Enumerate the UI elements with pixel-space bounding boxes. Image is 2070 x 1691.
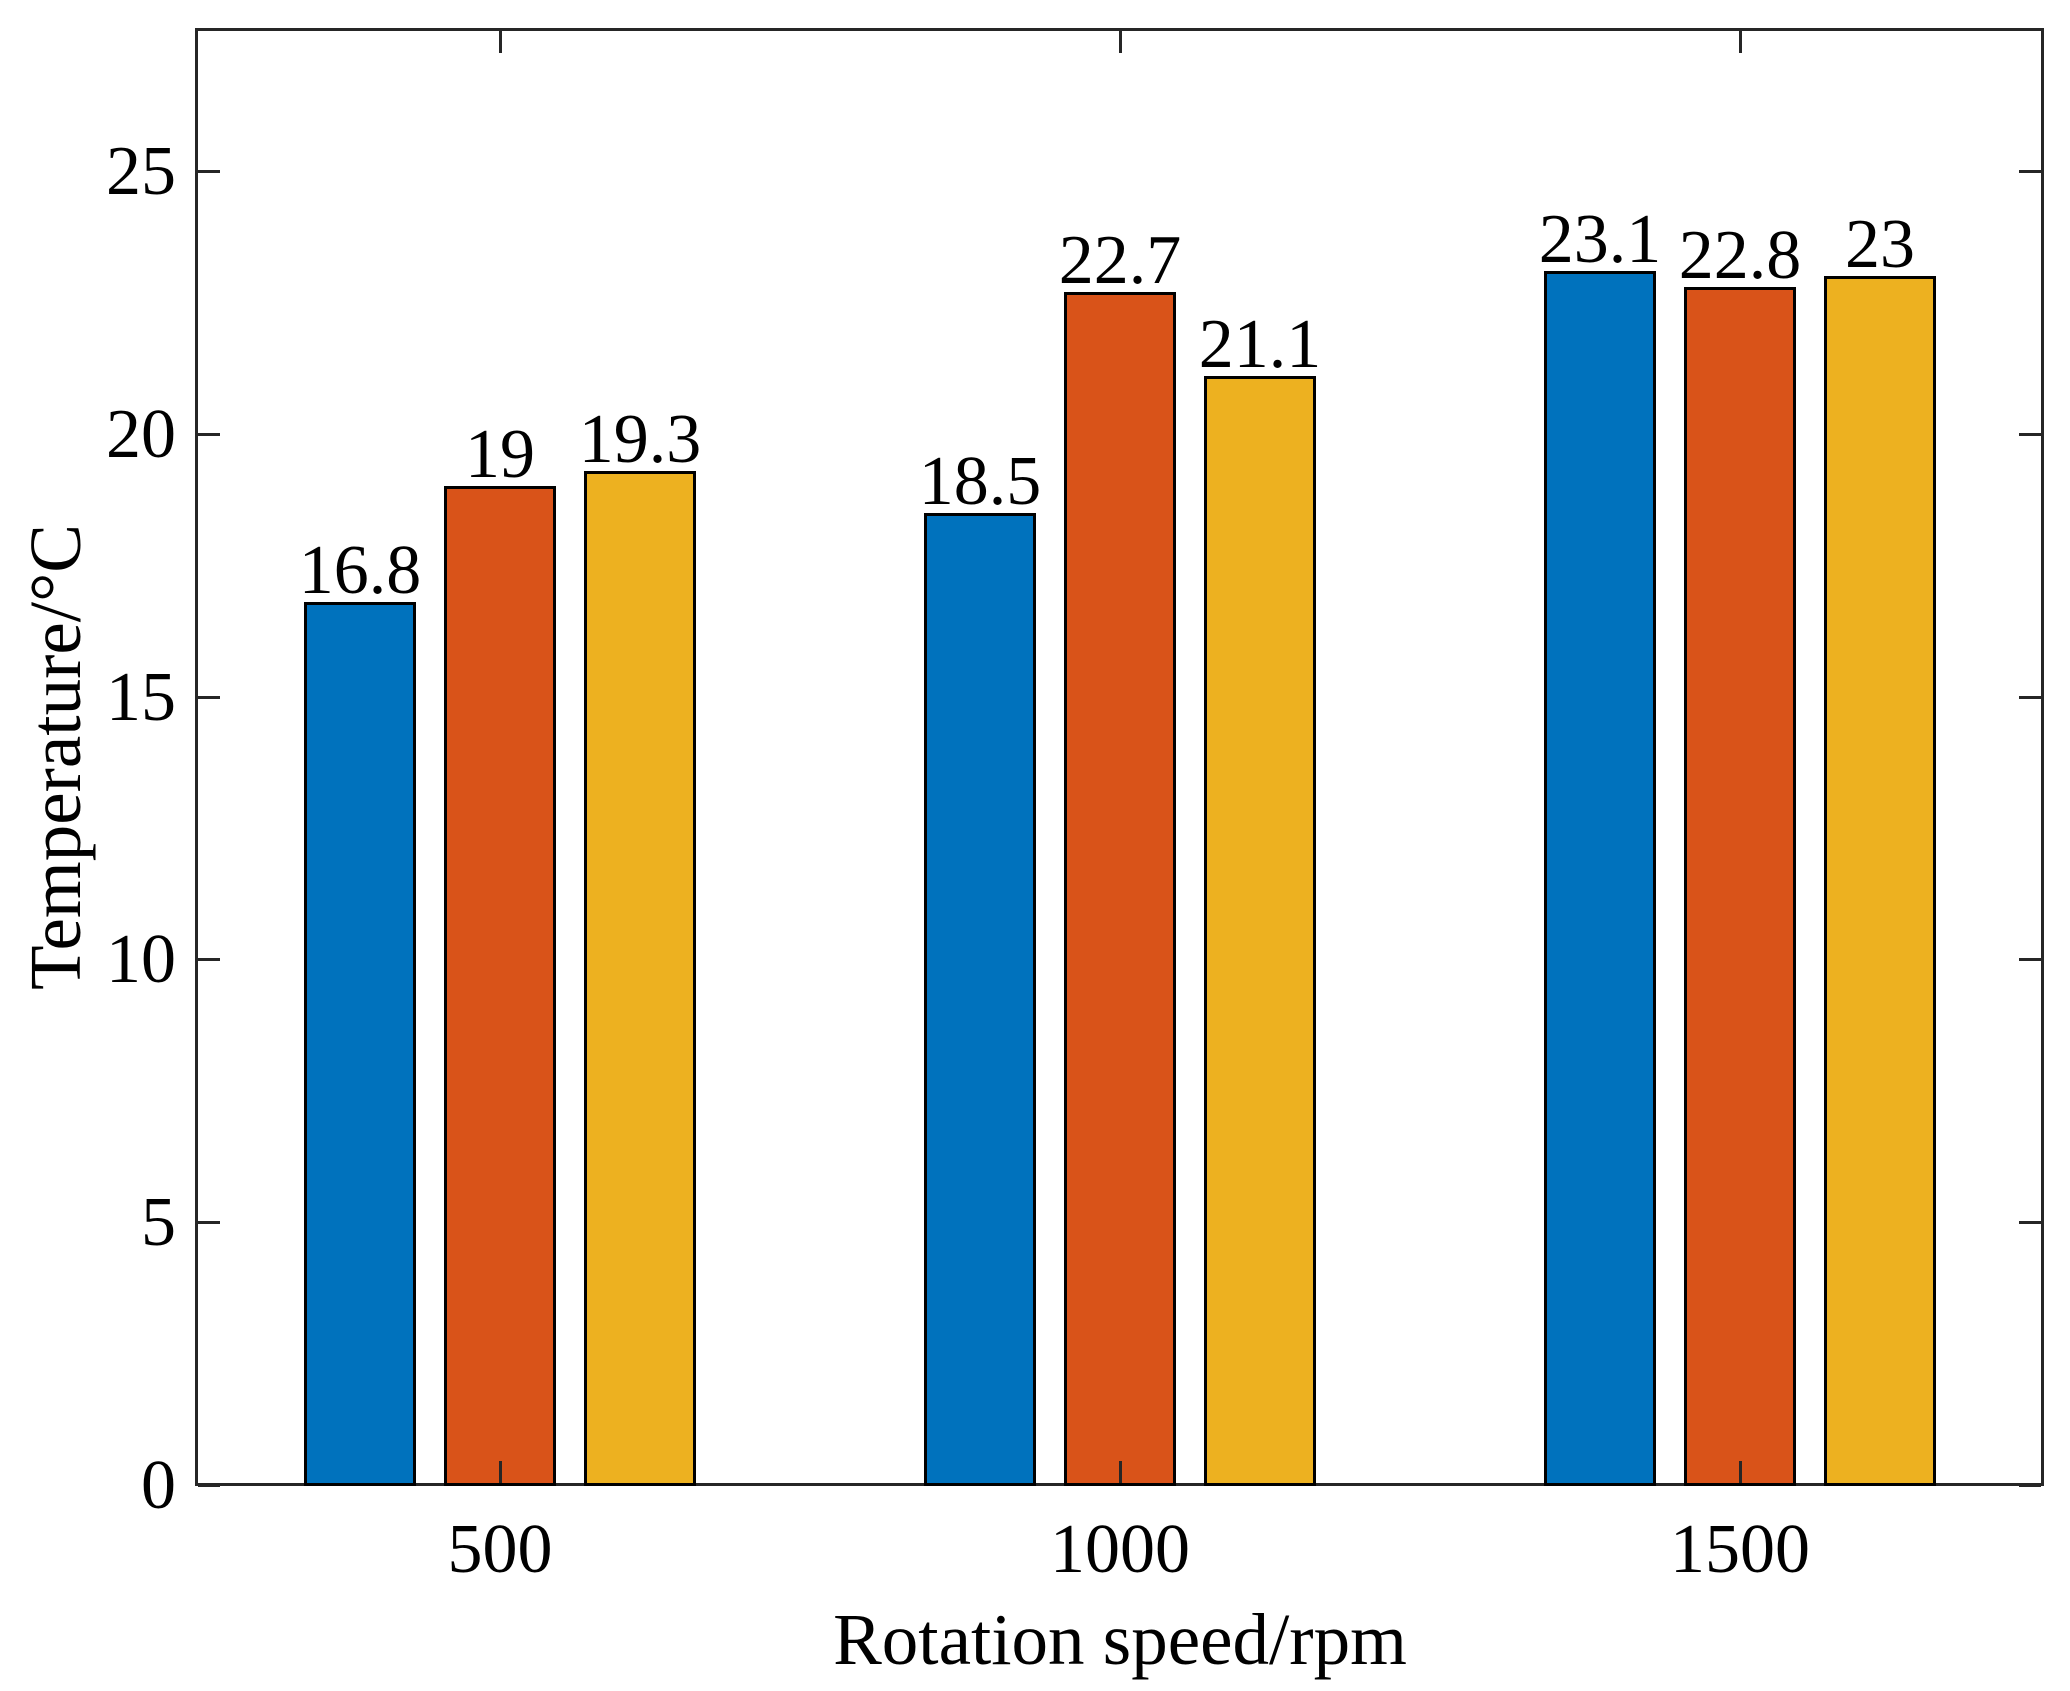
- y-tick-label: 20: [106, 396, 176, 473]
- bar-series-yellow-1500: [1824, 276, 1936, 1486]
- x-tick-bottom: [1119, 1461, 1122, 1483]
- x-tick-top: [1739, 31, 1742, 53]
- x-tick-top: [1119, 31, 1122, 53]
- bar-value-label: 21.1: [1198, 306, 1322, 383]
- x-tick-bottom: [1739, 1461, 1742, 1483]
- y-tick-left: [198, 1484, 220, 1487]
- y-tick-left: [198, 1221, 220, 1224]
- bar-series-yellow-1000: [1204, 376, 1316, 1486]
- bar-value-label: 16.8: [298, 532, 422, 609]
- x-tick-bottom: [499, 1461, 502, 1483]
- bar-value-label: 19: [465, 416, 535, 493]
- y-tick-left: [198, 958, 220, 961]
- bar-value-label: 23.1: [1538, 201, 1662, 278]
- bar-value-label: 22.7: [1058, 222, 1182, 299]
- y-tick-right: [2019, 1484, 2041, 1487]
- y-tick-left: [198, 170, 220, 173]
- y-tick-label: 25: [106, 133, 176, 210]
- y-tick-right: [2019, 433, 2041, 436]
- bar-series-blue-1500: [1544, 271, 1656, 1486]
- x-tick-label: 1500: [1670, 1511, 1810, 1588]
- bar-series-orange-1500: [1684, 287, 1796, 1486]
- y-tick-left: [198, 696, 220, 699]
- bar-series-yellow-500: [584, 471, 696, 1486]
- y-tick-right: [2019, 170, 2041, 173]
- y-tick-label: 0: [141, 1447, 176, 1524]
- y-tick-right: [2019, 696, 2041, 699]
- bar-series-blue-1000: [924, 513, 1036, 1486]
- bar-value-label: 19.3: [578, 401, 702, 478]
- x-tick-label: 1000: [1050, 1511, 1190, 1588]
- bar-value-label: 23: [1845, 206, 1915, 283]
- bar-series-orange-500: [444, 486, 556, 1486]
- y-tick-label: 10: [106, 921, 176, 998]
- y-tick-left: [198, 433, 220, 436]
- bar-series-orange-1000: [1064, 292, 1176, 1486]
- bar-series-blue-500: [304, 602, 416, 1486]
- y-tick-label: 15: [106, 659, 176, 736]
- x-axis-title: Rotation speed/rpm: [833, 1599, 1407, 1680]
- y-tick-right: [2019, 958, 2041, 961]
- y-axis-title: Temperature/°C: [15, 524, 96, 990]
- bar-value-label: 22.8: [1678, 217, 1802, 294]
- x-tick-label: 500: [447, 1511, 553, 1588]
- x-tick-top: [499, 31, 502, 53]
- bar-value-label: 18.5: [918, 443, 1042, 520]
- y-tick-label: 5: [141, 1184, 176, 1261]
- y-tick-right: [2019, 1221, 2041, 1224]
